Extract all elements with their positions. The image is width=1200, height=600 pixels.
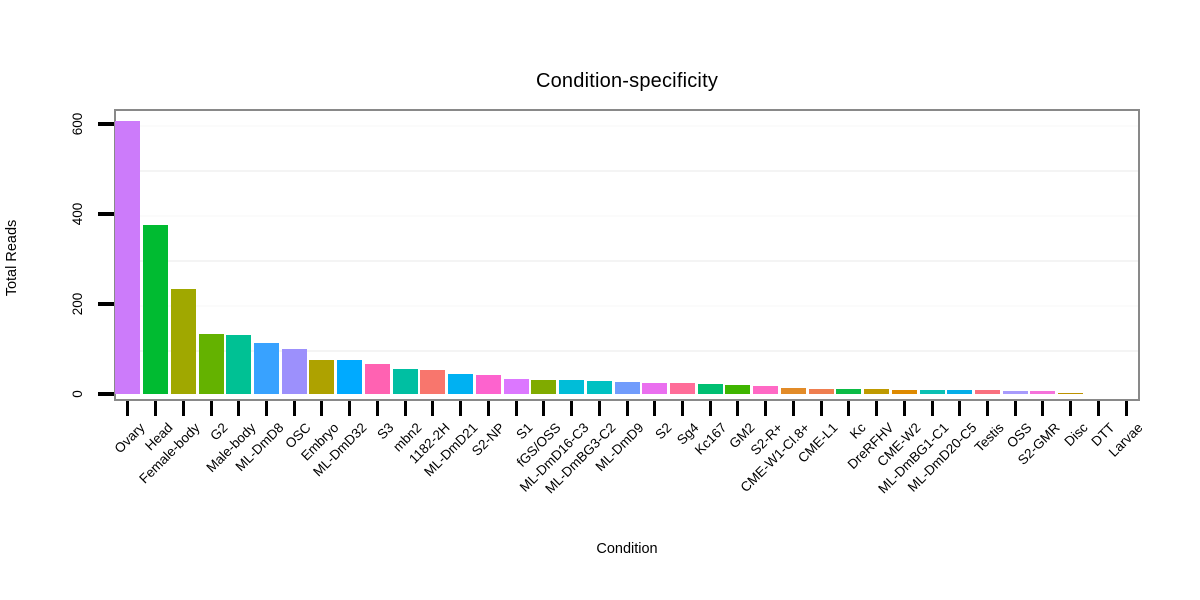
bar [614,382,640,394]
y-axis-tick [98,392,114,396]
x-axis-tick [1013,401,1017,416]
bar [392,369,418,394]
y-axis-tick [98,211,114,216]
x-axis-tick [126,401,130,416]
bar [337,360,363,394]
bar [974,390,1000,394]
y-tick-label: 600 [70,112,85,135]
x-axis-tick [403,401,407,416]
bar [919,390,945,394]
bar [198,334,224,394]
x-axis-tick [237,401,241,416]
x-axis-tick [154,401,158,416]
bar [780,388,806,394]
x-axis-tick [570,401,574,416]
x-axis-tick [819,401,823,416]
bar [420,370,446,394]
x-axis-tick [459,401,463,416]
x-axis-tick [431,401,435,416]
bar [836,389,862,394]
y-axis-tick [98,121,114,126]
bar [143,225,169,394]
x-axis-tick [514,401,518,416]
x-axis-tick [791,401,795,416]
bar [115,121,141,394]
y-tick-label: 200 [70,292,85,316]
x-axis-tick [958,401,962,416]
x-axis-tick [1124,401,1128,416]
y-tick-label: 0 [70,390,85,398]
x-axis-tick [653,401,657,416]
x-axis-tick [597,401,601,416]
x-axis-tick [1069,401,1073,416]
bar [753,386,779,394]
y-axis-tick [98,301,114,306]
x-axis-tick [181,401,185,416]
gridline-minor [116,169,1138,172]
bar [254,343,279,394]
bar [364,364,390,394]
bar [1002,391,1028,394]
x-axis-tick [292,401,296,416]
bar [669,383,695,394]
bar [891,390,917,394]
bar [531,380,557,394]
bar [947,390,973,394]
x-axis-tick [320,401,324,416]
x-axis-tick [209,401,213,416]
gridline-major [116,304,1138,307]
bar [170,289,196,394]
x-axis-tick [736,401,740,416]
x-axis-tick [708,401,712,416]
x-axis-tick [930,401,934,416]
x-axis-tick [625,401,629,416]
bar [864,389,890,394]
x-axis-tick [985,401,989,416]
x-axis-tick [847,401,851,416]
x-axis-tick [875,401,879,416]
bar [559,380,585,394]
x-axis-tick [486,401,490,416]
x-axis-tick [542,401,546,416]
bar [226,335,252,394]
bar [725,385,751,394]
gridline-major [116,124,1138,127]
bar [448,374,474,394]
bar [1058,393,1084,394]
x-axis-tick [764,401,768,416]
bar [1030,391,1056,394]
x-axis-tick [375,401,379,416]
y-tick-label: 400 [70,202,85,225]
x-axis-tick [680,401,684,416]
chart-title: Condition-specificity [535,70,719,92]
bar [503,379,529,394]
x-axis-tick [265,401,268,416]
gridline-minor [116,259,1138,262]
bar [697,384,723,394]
bar [808,389,834,394]
x-axis-tick [1096,401,1100,416]
x-axis-tick [348,401,352,416]
bar [475,375,501,394]
bar [309,360,335,394]
x-axis-tick [902,401,906,416]
gridline-major [116,214,1138,217]
x-axis-tick [1041,401,1045,416]
x-axis-title: Condition [596,541,658,557]
y-axis-title: Total Reads [4,219,20,297]
bar [586,381,612,394]
bar [281,349,307,394]
bar [642,383,668,394]
gridline-minor [116,349,1138,352]
